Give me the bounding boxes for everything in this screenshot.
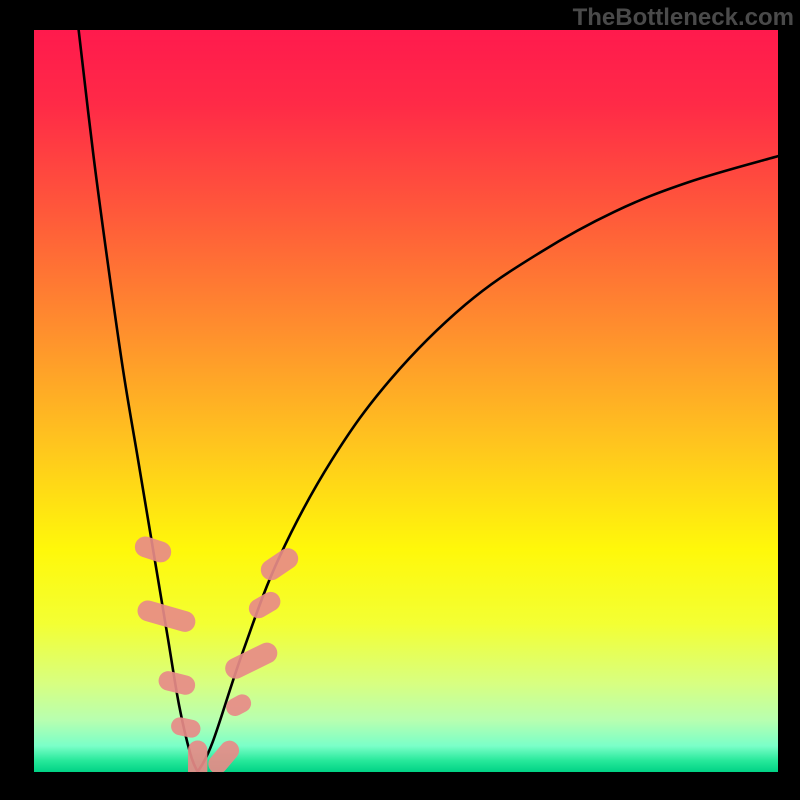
gpu-marker xyxy=(204,737,243,772)
gpu-marker xyxy=(188,740,207,772)
gpu-marker xyxy=(257,544,302,584)
gpu-marker xyxy=(132,534,174,565)
chart-frame: TheBottleneck.com xyxy=(0,0,800,800)
plot-area xyxy=(34,30,778,772)
curve-branch xyxy=(79,30,198,772)
gpu-marker xyxy=(157,669,198,697)
watermark-text: TheBottleneck.com xyxy=(573,4,794,32)
bottleneck-curve-svg xyxy=(34,30,778,772)
curve-branch xyxy=(198,156,778,772)
gpu-marker xyxy=(169,716,202,740)
gpu-marker xyxy=(222,639,281,682)
